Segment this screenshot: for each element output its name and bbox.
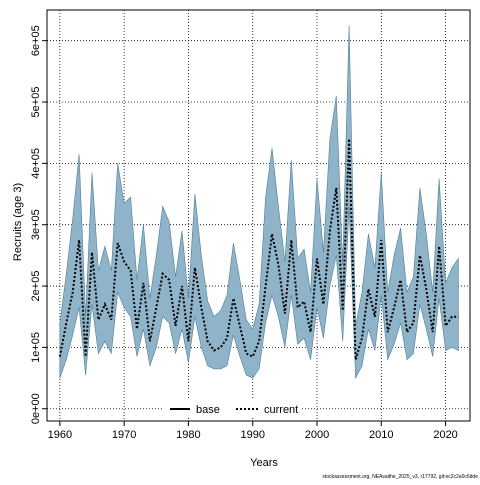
confidence-band [59, 25, 459, 380]
y-tick-label-100000: 1e+05 [30, 332, 42, 363]
y-tick-label-400000: 4e+05 [30, 148, 42, 179]
source-footnote: stockassessment.org, NEAsaithe_2025_v3, … [322, 474, 478, 480]
x-tick-label-1970: 1970 [112, 429, 136, 441]
legend-label-base: base [196, 404, 220, 416]
x-tick-label-2010: 2010 [369, 429, 393, 441]
y-tick-label-200000: 2e+05 [30, 271, 42, 302]
y-tick-label-600000: 6e+05 [30, 25, 42, 56]
x-axis-ticks: 1960 1970 1980 1990 2000 2010 2020 [48, 421, 458, 441]
y-tick-label-0: 0e+00 [30, 393, 42, 424]
x-axis-label: Years [250, 457, 278, 469]
x-tick-label-1980: 1980 [176, 429, 200, 441]
plot-frame [46, 9, 471, 422]
x-tick-label-2020: 2020 [433, 429, 457, 441]
legend-background [164, 400, 302, 417]
y-axis-ticks: 0e+00 1e+05 2e+05 3e+05 4e+05 5e+05 6e+05 [30, 25, 47, 424]
series-line-layer [58, 138, 459, 360]
y-tick-label-500000: 5e+05 [30, 87, 42, 118]
x-tick-label-1990: 1990 [240, 429, 264, 441]
x-tick-label-2000: 2000 [305, 429, 329, 441]
y-tick-label-300000: 3e+05 [30, 209, 42, 240]
legend-label-current: current [264, 404, 298, 416]
legend: base current [164, 400, 302, 417]
confidence-band-layer [59, 25, 459, 380]
y-axis-label: Recruits (age 3) [12, 183, 24, 261]
x-tick-label-1960: 1960 [48, 429, 72, 441]
series-line-current [58, 138, 459, 360]
